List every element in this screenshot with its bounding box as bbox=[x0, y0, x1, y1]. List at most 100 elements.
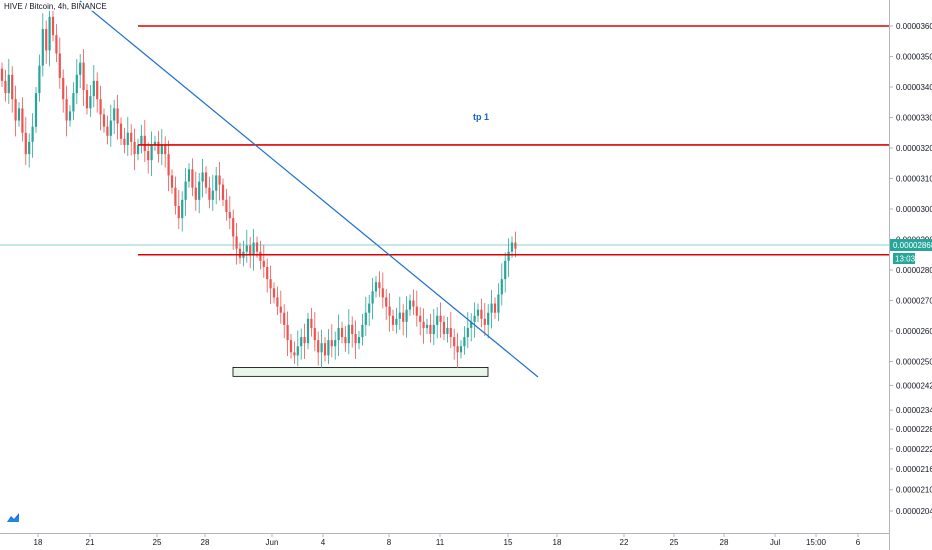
candle-body bbox=[14, 99, 17, 121]
candle-body bbox=[116, 108, 119, 124]
candle-body bbox=[354, 334, 357, 344]
candle-body bbox=[306, 318, 310, 344]
candle-body bbox=[497, 294, 500, 313]
candle-body bbox=[51, 16, 55, 36]
x-tick-label: 22 bbox=[620, 538, 629, 547]
candle-body bbox=[323, 343, 327, 356]
candle-body bbox=[436, 315, 439, 325]
candle-body bbox=[170, 175, 174, 188]
x-tick-label: 15 bbox=[504, 538, 513, 547]
candle-body bbox=[133, 141, 136, 155]
candle-body bbox=[446, 327, 449, 335]
candle-body bbox=[58, 53, 61, 78]
x-tick-label: Jun bbox=[266, 538, 279, 547]
candle-body bbox=[320, 343, 323, 353]
x-tick-label: 28 bbox=[720, 538, 729, 547]
candle-body bbox=[194, 187, 197, 200]
candle-body bbox=[174, 187, 177, 206]
candle-body bbox=[259, 251, 262, 261]
candle-body bbox=[334, 340, 337, 347]
candle-body bbox=[198, 181, 201, 200]
candle-body bbox=[130, 132, 133, 142]
candle-body bbox=[507, 251, 510, 261]
candle-body bbox=[11, 74, 14, 100]
candle-body bbox=[228, 212, 231, 219]
chart-title: HIVE / Bitcoin, 4h, BINANCE bbox=[4, 2, 107, 11]
candle-body bbox=[480, 309, 483, 319]
candle-body bbox=[7, 74, 10, 94]
candle-body bbox=[215, 175, 218, 191]
candle-body bbox=[344, 337, 347, 344]
candle-body bbox=[21, 108, 24, 133]
candle-body bbox=[459, 346, 463, 353]
candle-body bbox=[62, 77, 65, 100]
candle-body bbox=[184, 181, 187, 200]
last-price-badge bbox=[890, 239, 932, 251]
candle-body bbox=[160, 144, 163, 155]
x-tick-label: 4 bbox=[321, 538, 326, 547]
candle-body bbox=[79, 62, 82, 75]
candle-body bbox=[208, 187, 211, 200]
candle-body bbox=[415, 306, 418, 316]
candle-body bbox=[92, 80, 95, 97]
candle-body bbox=[249, 245, 252, 255]
candle-body bbox=[483, 318, 486, 325]
candle-body bbox=[276, 297, 279, 307]
candle-body bbox=[232, 218, 235, 237]
candle-body bbox=[303, 337, 306, 344]
candle-body bbox=[150, 144, 153, 161]
candle-body bbox=[476, 309, 480, 316]
candle-body bbox=[449, 327, 452, 338]
candle-body bbox=[143, 135, 146, 152]
x-tick-label: 18 bbox=[34, 538, 43, 547]
tradingview-logo-icon[interactable] bbox=[5, 510, 21, 526]
candle-body bbox=[419, 315, 422, 322]
candle-body bbox=[238, 248, 242, 258]
countdown-badge bbox=[893, 253, 915, 264]
candle-body bbox=[82, 62, 85, 91]
candle-body bbox=[405, 309, 408, 322]
plot-area bbox=[0, 0, 889, 533]
candle-body bbox=[225, 199, 228, 213]
x-tick-label: 21 bbox=[86, 538, 95, 547]
x-tick-label: 28 bbox=[201, 538, 210, 547]
candle-body bbox=[470, 321, 473, 328]
candle-body bbox=[391, 315, 395, 325]
candle-body bbox=[181, 199, 184, 219]
candle-body bbox=[140, 135, 143, 145]
candle-body bbox=[85, 90, 89, 109]
candle-body bbox=[381, 288, 384, 298]
candle-body bbox=[510, 242, 514, 252]
candle-body bbox=[422, 321, 425, 328]
candle-body bbox=[119, 123, 123, 139]
candle-body bbox=[157, 141, 160, 155]
candle-body bbox=[24, 132, 27, 155]
candle-body bbox=[218, 175, 221, 185]
candle-body bbox=[269, 279, 272, 289]
candle-body bbox=[235, 236, 238, 249]
candle-body bbox=[289, 340, 293, 353]
candle-body bbox=[266, 266, 269, 280]
candle-body bbox=[272, 288, 276, 298]
candle-body bbox=[487, 312, 490, 325]
candle-body bbox=[361, 324, 364, 338]
candle-body bbox=[72, 93, 75, 112]
candle-body bbox=[177, 205, 180, 219]
countdown-label: 13:03 bbox=[895, 255, 916, 264]
candle-body bbox=[102, 114, 106, 127]
candle-body bbox=[310, 318, 313, 328]
y-tick-label: 0.00002040 bbox=[896, 507, 932, 516]
candle-body bbox=[191, 169, 194, 188]
candle-body bbox=[313, 327, 316, 341]
